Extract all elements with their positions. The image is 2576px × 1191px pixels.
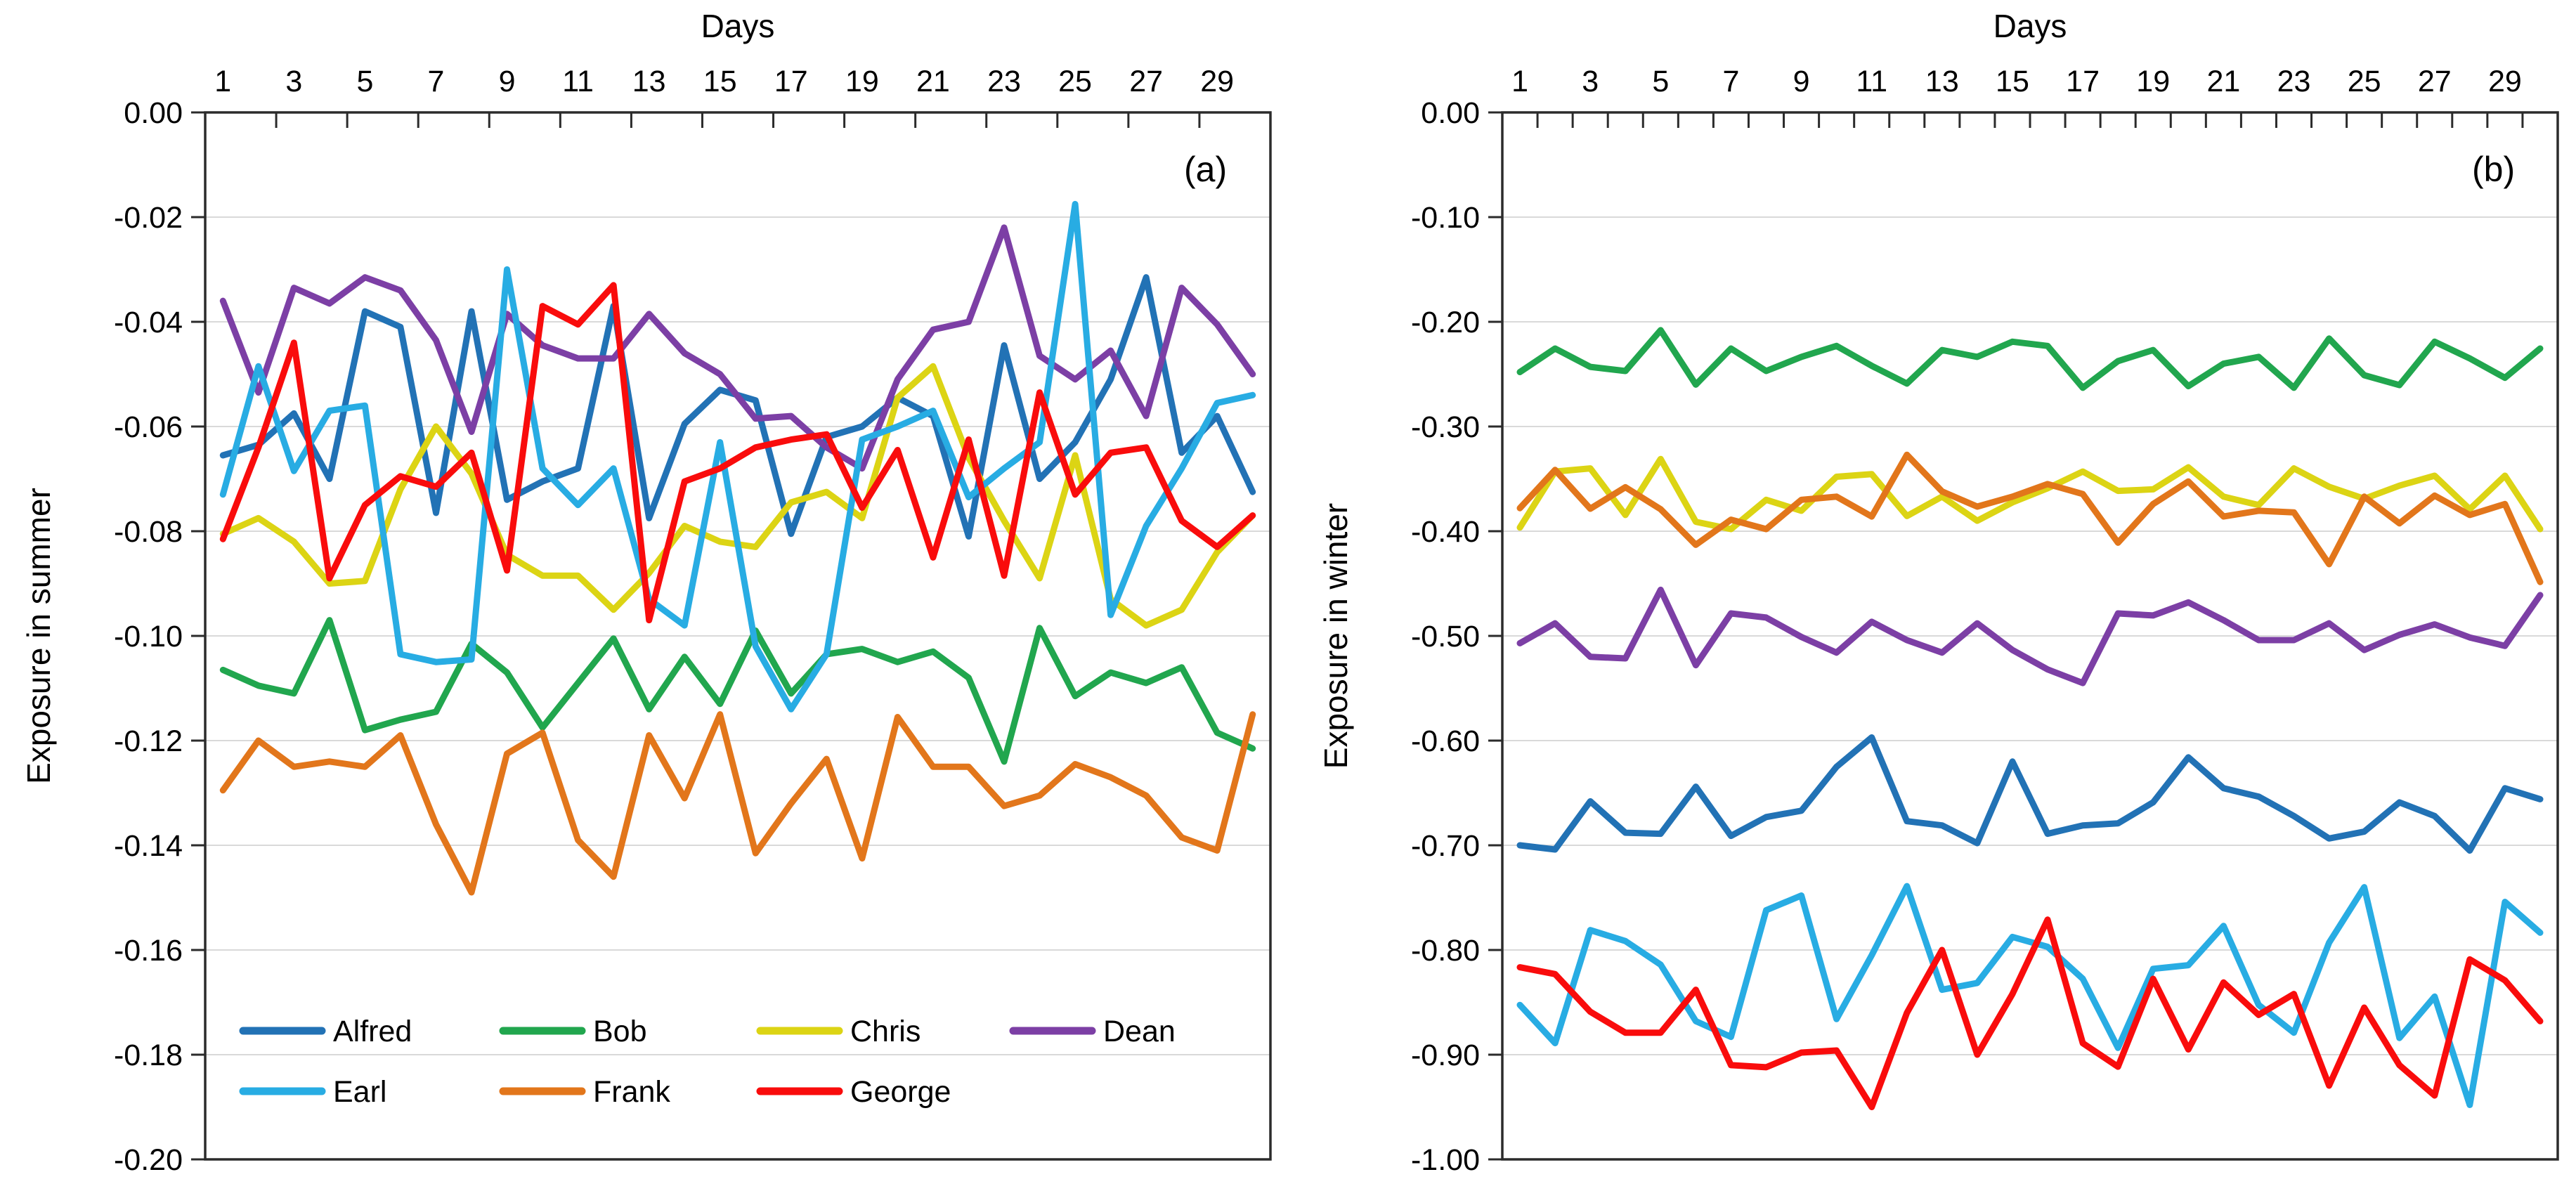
y-tick-label: -0.12 [114, 724, 183, 758]
y-tick-label: -0.20 [114, 1143, 183, 1177]
x-tick-label: 11 [1856, 65, 1887, 98]
legend-item-frank: Frank [499, 1075, 670, 1109]
chart-panel-b [1488, 111, 2559, 1161]
x-tick-label: 21 [2206, 65, 2240, 98]
x-tick-label: 23 [2277, 65, 2311, 98]
x-tick-label: 3 [285, 65, 302, 98]
series-line-earl [1516, 883, 2544, 1108]
chart-panel-a: Alfred Bob Chris Dean Earl Frank George [191, 111, 1272, 1161]
plot-border [204, 111, 1272, 1161]
y-tick-label: -0.08 [114, 515, 183, 549]
series-line-bob [219, 617, 1256, 765]
legend-item-earl: Earl [239, 1075, 386, 1109]
panel-a-y-axis-title: Exposure in summer [20, 488, 57, 784]
panel-b-y-axis-title: Exposure in winter [1318, 502, 1354, 769]
x-tick-label: 29 [1200, 65, 1234, 98]
legend-item-george: George [756, 1075, 951, 1109]
x-tick-label: 23 [987, 65, 1021, 98]
x-tick-label: 1 [1511, 65, 1528, 98]
x-tick-label: 19 [2136, 65, 2170, 98]
x-tick-label: 3 [1582, 65, 1599, 98]
y-tick-label: -0.18 [114, 1039, 183, 1072]
y-tick-label: 0.00 [1421, 96, 1480, 130]
x-tick-label: 11 [562, 65, 594, 98]
panel-b-corner-label: (b) [2472, 150, 2516, 189]
x-tick-label: 5 [356, 65, 373, 98]
x-tick-label: 13 [632, 65, 666, 98]
series-line-alfred [1516, 734, 2544, 854]
series-line-chris [1516, 455, 2544, 533]
x-tick-label: 25 [2348, 65, 2381, 98]
series-line-frank [1516, 451, 2544, 585]
y-tick-label: -0.40 [1411, 515, 1480, 549]
x-tick-label: 9 [1793, 65, 1810, 98]
legend-label-alfred: Alfred [333, 1015, 412, 1048]
series-line-bob [1516, 327, 2544, 391]
series-line-dean [1516, 586, 2544, 686]
y-tick-label: 0.00 [124, 96, 183, 130]
legend-item-alfred: Alfred [239, 1015, 412, 1048]
x-tick-label: 27 [1129, 65, 1163, 98]
x-tick-label: 5 [1652, 65, 1669, 98]
panel-a-corner-label: (a) [1184, 150, 1228, 189]
x-tick-label: 13 [1925, 65, 1959, 98]
y-tick-label: -0.04 [114, 306, 183, 339]
y-tick-label: -0.70 [1411, 829, 1480, 863]
x-tick-label: 25 [1058, 65, 1092, 98]
x-tick-label: 15 [1996, 65, 2029, 98]
series-line-george [219, 282, 1256, 624]
panel-a-x-axis-title: Days [701, 8, 775, 44]
x-tick-label: 19 [845, 65, 879, 98]
y-tick-label: -0.60 [1411, 724, 1480, 758]
legend-label-chris: Chris [850, 1015, 921, 1048]
y-tick-label: -0.90 [1411, 1039, 1480, 1072]
series-line-george [1516, 916, 2544, 1110]
legend: Alfred Bob Chris Dean Earl Frank George [239, 1015, 1176, 1109]
y-tick-label: -0.20 [1411, 306, 1480, 339]
y-tick-label: -0.14 [114, 829, 183, 863]
legend-label-earl: Earl [333, 1075, 386, 1109]
x-tick-label: 21 [916, 65, 950, 98]
x-tick-label: 17 [774, 65, 808, 98]
x-tick-label: 27 [2418, 65, 2452, 98]
y-tick-label: -1.00 [1411, 1143, 1480, 1177]
x-tick-label: 15 [703, 65, 737, 98]
y-tick-label: -0.80 [1411, 934, 1480, 968]
legend-label-frank: Frank [593, 1075, 670, 1109]
x-tick-label: 9 [499, 65, 516, 98]
panel-b-x-axis-title: Days [1993, 8, 2067, 44]
x-tick-label: 1 [214, 65, 231, 98]
legend-item-chris: Chris [756, 1015, 921, 1048]
legend-item-bob: Bob [499, 1015, 647, 1048]
y-tick-label: -0.10 [1411, 201, 1480, 235]
y-tick-label: -0.02 [114, 201, 183, 235]
y-tick-label: -0.30 [1411, 410, 1480, 444]
x-tick-label: 7 [1722, 65, 1739, 98]
legend-label-dean: Dean [1103, 1015, 1176, 1048]
plot-border [1501, 111, 2559, 1161]
x-tick-label: 17 [2066, 65, 2100, 98]
x-tick-label: 29 [2488, 65, 2522, 98]
legend-item-dean: Dean [1009, 1015, 1176, 1048]
series-line-dean [219, 224, 1256, 472]
y-tick-label: -0.06 [114, 410, 183, 444]
series-line-earl [219, 200, 1256, 712]
y-tick-label: -0.16 [114, 934, 183, 968]
x-tick-label: 7 [428, 65, 445, 98]
series-line-frank [219, 711, 1256, 896]
y-tick-label: -0.10 [114, 620, 183, 653]
y-tick-label: -0.50 [1411, 620, 1480, 653]
legend-label-george: George [850, 1075, 951, 1109]
legend-label-bob: Bob [593, 1015, 647, 1048]
